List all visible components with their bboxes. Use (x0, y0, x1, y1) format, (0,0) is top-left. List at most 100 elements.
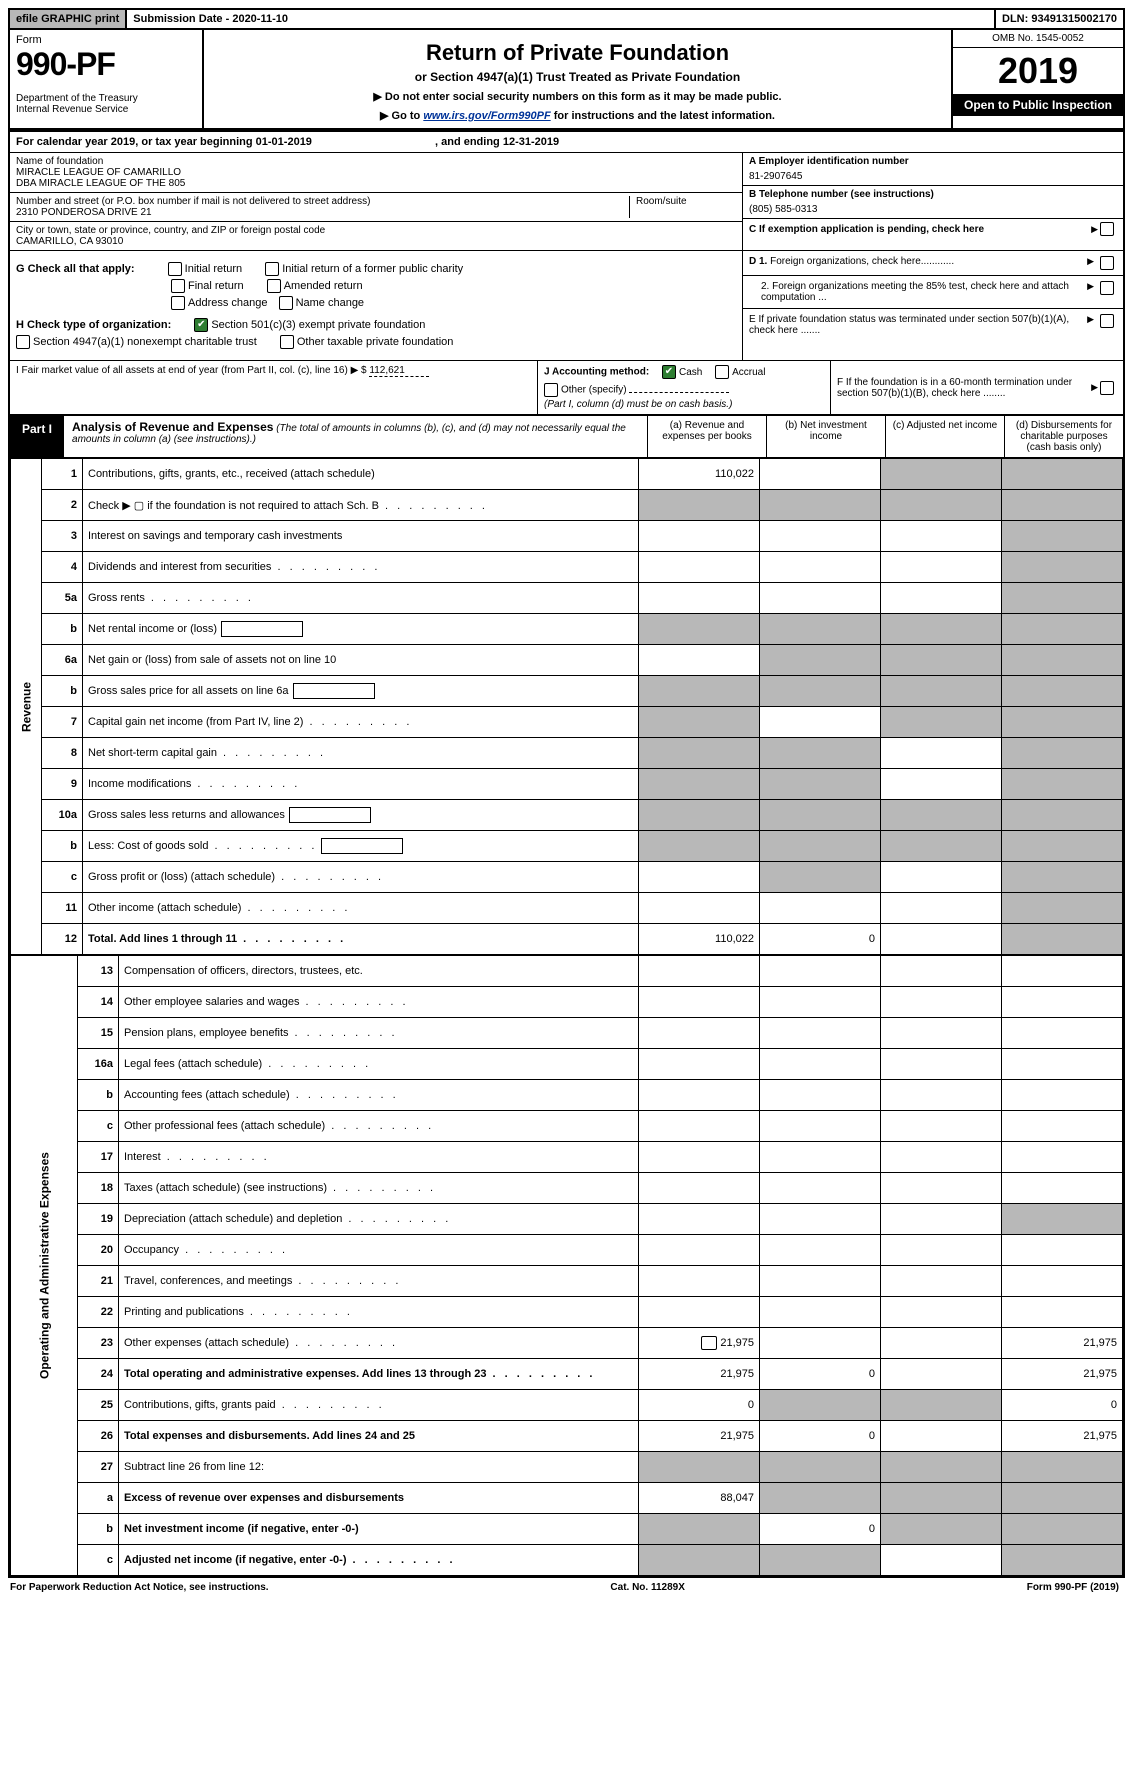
tel-cell: B Telephone number (see instructions) (8… (743, 186, 1123, 219)
line-num: 7 (42, 707, 83, 738)
i-section: I Fair market value of all assets at end… (10, 361, 537, 414)
h-other-checkbox[interactable] (280, 335, 294, 349)
g-amended-checkbox[interactable] (267, 279, 281, 293)
h-501c3-checkbox[interactable] (194, 318, 208, 332)
cell-shaded (639, 738, 760, 769)
e-checkbox[interactable] (1100, 314, 1114, 328)
cell-amount: 0 (760, 1359, 881, 1390)
cell-amount: 21,975 (1002, 1421, 1123, 1452)
line-num: b (78, 1080, 119, 1111)
irs-link[interactable]: www.irs.gov/Form990PF (423, 110, 550, 122)
cell-shaded (760, 1545, 881, 1576)
cell-amount (1002, 1049, 1123, 1080)
cell-shaded (639, 1545, 760, 1576)
g-address-checkbox[interactable] (171, 296, 185, 310)
attachment-icon[interactable] (701, 1336, 717, 1350)
cell-amount (760, 1111, 881, 1142)
cell-amount (1002, 1142, 1123, 1173)
cell-shaded (760, 862, 881, 893)
line-num: 15 (78, 1018, 119, 1049)
line-desc: Other expenses (attach schedule) (119, 1328, 639, 1359)
line-desc: Less: Cost of goods sold (83, 831, 639, 862)
arrow-icon (1087, 281, 1096, 292)
cell-amount: 0 (760, 924, 881, 955)
line-num: b (42, 831, 83, 862)
line-num: 21 (78, 1266, 119, 1297)
cell-amount (881, 1359, 1002, 1390)
cell-shaded (1002, 1545, 1123, 1576)
g-row: G Check all that apply: Initial return I… (16, 262, 736, 276)
g-initial-checkbox[interactable] (168, 262, 182, 276)
line-desc: Subtract line 26 from line 12: (119, 1452, 639, 1483)
cell-amount (639, 1142, 760, 1173)
cell-shaded (639, 831, 760, 862)
cell-amount (760, 1173, 881, 1204)
cell-amount (639, 1049, 760, 1080)
line-row: 27Subtract line 26 from line 12: (11, 1452, 1123, 1483)
cell-amount (881, 893, 1002, 924)
i-value: 112,621 (369, 365, 429, 377)
g-final-checkbox[interactable] (171, 279, 185, 293)
cell-amount (881, 1235, 1002, 1266)
d2-checkbox[interactable] (1100, 281, 1114, 295)
cell-amount (760, 521, 881, 552)
line-row: Operating and Administrative Expenses13C… (11, 956, 1123, 987)
cell-amount (881, 583, 1002, 614)
cell-shaded (881, 645, 1002, 676)
j-other-checkbox[interactable] (544, 383, 558, 397)
header-left: Form 990-PF Department of the Treasury I… (10, 30, 204, 128)
cell-amount (881, 1297, 1002, 1328)
form-container: efile GRAPHIC print Submission Date - 20… (8, 8, 1125, 1578)
cell-amount (760, 1204, 881, 1235)
g-name-checkbox[interactable] (279, 296, 293, 310)
line-num: 25 (78, 1390, 119, 1421)
d1-row: D 1. Foreign organizations, check here..… (743, 251, 1123, 276)
line-row: bNet rental income or (loss) (11, 614, 1123, 645)
f-checkbox[interactable] (1100, 381, 1114, 395)
efile-label[interactable]: efile GRAPHIC print (10, 10, 127, 28)
e-row: E If private foundation status was termi… (743, 309, 1123, 341)
line-row: 20Occupancy (11, 1235, 1123, 1266)
line-desc: Compensation of officers, directors, tru… (119, 956, 639, 987)
h-4947-checkbox[interactable] (16, 335, 30, 349)
cell-shaded (1002, 1514, 1123, 1545)
j-accrual-checkbox[interactable] (715, 365, 729, 379)
cell-shaded (1002, 676, 1123, 707)
line-num: b (42, 614, 83, 645)
cell-shaded (760, 1390, 881, 1421)
col-d-hdr: (d) Disbursements for charitable purpose… (1005, 416, 1123, 457)
line-desc: Dividends and interest from securities (83, 552, 639, 583)
line-desc: Gross rents (83, 583, 639, 614)
cell-shaded (881, 1452, 1002, 1483)
c-checkbox[interactable] (1100, 222, 1114, 236)
cell-amount (1002, 1080, 1123, 1111)
footer-right: Form 990-PF (2019) (1027, 1582, 1119, 1593)
cell-shaded (881, 800, 1002, 831)
cell-shaded (1002, 583, 1123, 614)
col-c-hdr: (c) Adjusted net income (886, 416, 1005, 457)
line-desc: Net gain or (loss) from sale of assets n… (83, 645, 639, 676)
g-initial-former-checkbox[interactable] (265, 262, 279, 276)
cell-amount (639, 1111, 760, 1142)
col-a-hdr: (a) Revenue and expenses per books (648, 416, 767, 457)
cell-shaded (881, 490, 1002, 521)
cell-amount (881, 1204, 1002, 1235)
checks-area: G Check all that apply: Initial return I… (10, 251, 1123, 361)
line-num: 16a (78, 1049, 119, 1080)
line-desc: Total operating and administrative expen… (119, 1359, 639, 1390)
cell-amount (881, 1111, 1002, 1142)
cell-amount (760, 1266, 881, 1297)
d1-checkbox[interactable] (1100, 256, 1114, 270)
cell-shaded (1002, 552, 1123, 583)
cell-shaded (639, 1514, 760, 1545)
cell-amount (639, 1297, 760, 1328)
part1-header: Part I Analysis of Revenue and Expenses … (10, 415, 1123, 458)
cell-amount (760, 1018, 881, 1049)
address-cell: Number and street (or P.O. box number if… (10, 193, 742, 222)
line-desc: Other income (attach schedule) (83, 893, 639, 924)
d-e-section: D 1. Foreign organizations, check here..… (742, 251, 1123, 360)
city-cell: City or town, state or province, country… (10, 222, 742, 250)
j-cash-checkbox[interactable] (662, 365, 676, 379)
footer-mid: Cat. No. 11289X (610, 1582, 684, 1593)
cell-shaded (1002, 1483, 1123, 1514)
